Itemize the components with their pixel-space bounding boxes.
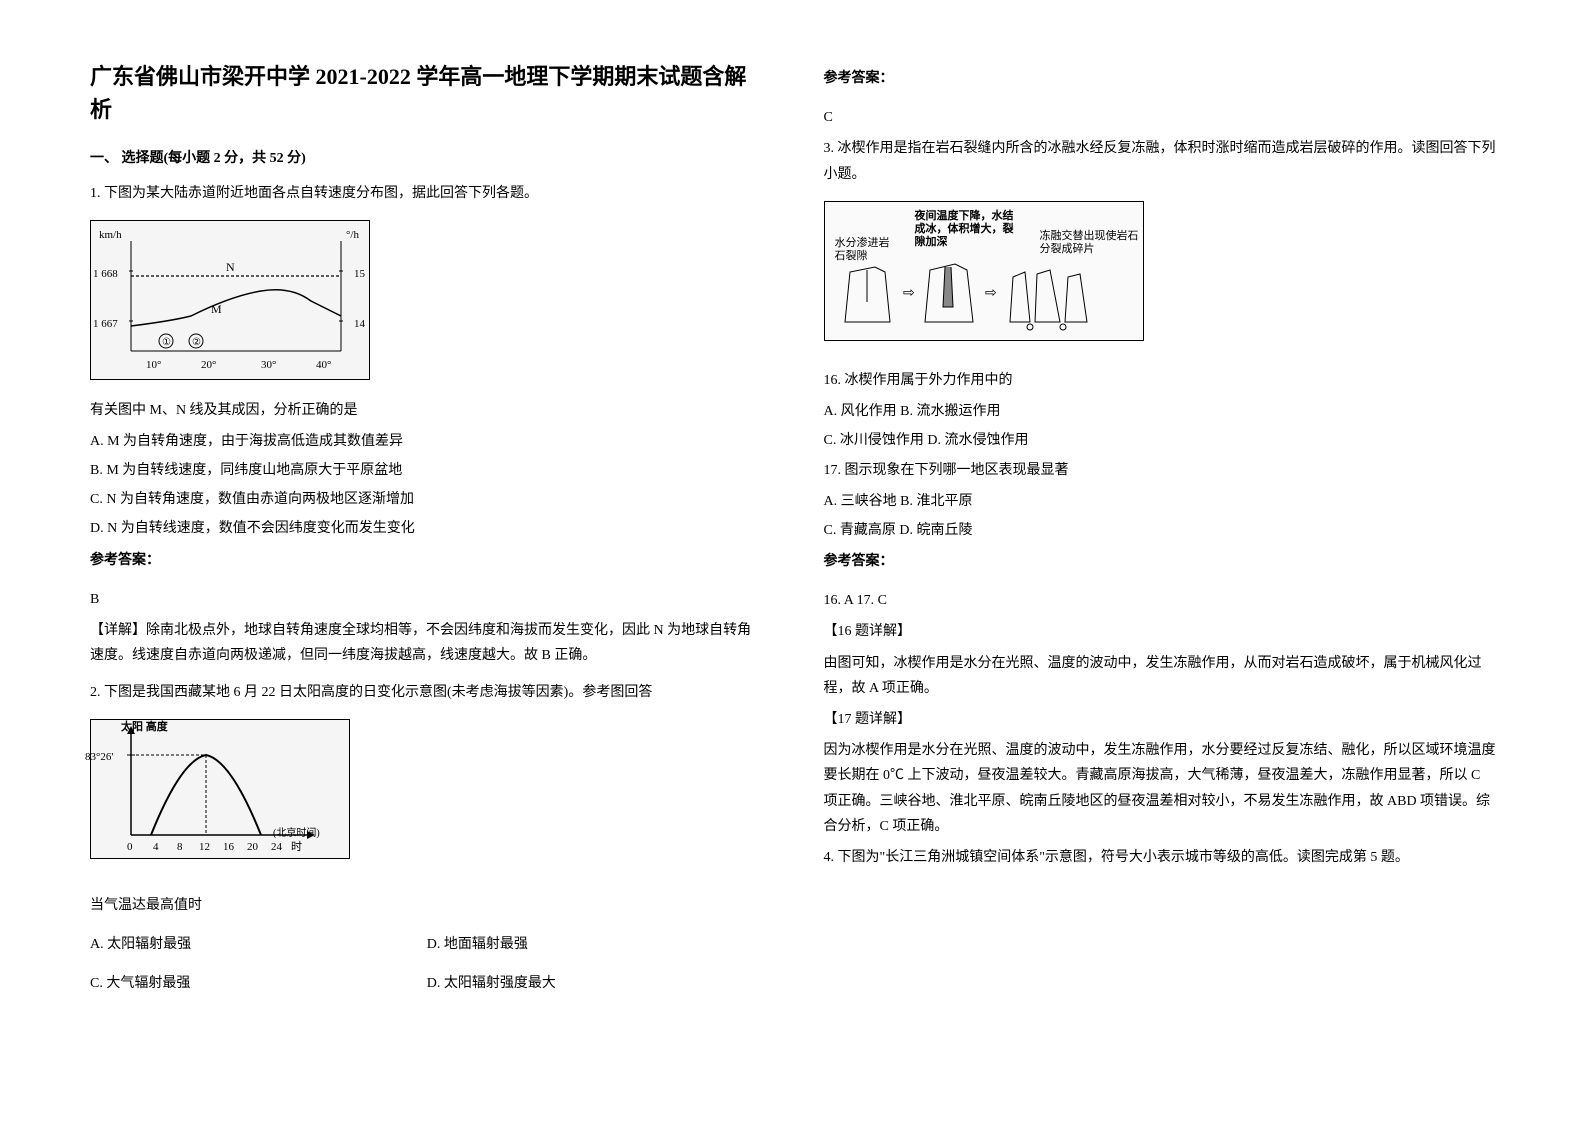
document-title: 广东省佛山市梁开中学 2021-2022 学年高一地理下学期期末试题含解析 xyxy=(90,60,764,126)
q16-opt-cd: C. 冰川侵蚀作用 D. 流水侵蚀作用 xyxy=(824,428,1498,453)
q4-stem: 4. 下图为"长江三角洲城镇空间体系"示意图，符号大小表示城市等级的高低。读图完… xyxy=(824,845,1498,870)
q3-chart: ⇨ ⇨ 水分渗进岩石裂隙 夜间温度下降，水结成冰，体积增大，裂隙加深 冻融交替出… xyxy=(824,201,1144,341)
chart2-ymax: 83°26' xyxy=(85,748,113,768)
section-header: 一、 选择题(每小题 2 分，共 52 分) xyxy=(90,146,764,171)
q2-opt-a: A. 太阳辐射最强 xyxy=(90,932,427,957)
chart2-ylabel: 太阳 高度 xyxy=(121,718,168,738)
chart1-xtick-3: 30° xyxy=(261,356,276,376)
q1-explain: 【详解】除南北极点外，地球自转角速度全球均相等，不会因纬度和海拔而发生变化，因此… xyxy=(90,618,764,668)
q17-opt-ab: A. 三峡谷地 B. 淮北平原 xyxy=(824,489,1498,514)
q1-answer: B xyxy=(90,587,764,612)
chart2-xnote: (北京时间) xyxy=(273,825,320,843)
explain17: 因为冰楔作用是水分在光照、温度的波动中，发生冻融作用，水分要经过反复冻结、融化，… xyxy=(824,738,1498,839)
svg-text:⇨: ⇨ xyxy=(985,286,997,301)
chart1-ylabel-left: km/h xyxy=(99,226,122,246)
chart2-x5: 20 xyxy=(247,838,258,858)
chart1-ylabel-right: °/h xyxy=(346,226,359,246)
q3-stem: 3. 冰楔作用是指在岩石裂缝内所含的冰融水经反复冻融，体积时涨时缩而造成岩层破碎… xyxy=(824,136,1498,186)
q1-stem: 1. 下图为某大陆赤道附近地面各点自转速度分布图，据此回答下列各题。 xyxy=(90,181,764,206)
q16-stem: 16. 冰楔作用属于外力作用中的 xyxy=(824,368,1498,393)
chart2-x3: 12 xyxy=(199,838,210,858)
q2-opt-c: C. 大气辐射最强 xyxy=(90,971,427,996)
svg-text:M: M xyxy=(211,302,222,316)
chart3-label-1: 水分渗进岩石裂隙 xyxy=(835,237,890,263)
q1-answer-label: 参考答案： xyxy=(90,548,764,573)
chart1-ytick-r2: 14 xyxy=(354,315,365,335)
q1-option-b: B. M 为自转线速度，同纬度山地高原大于平原盆地 xyxy=(90,458,764,483)
q17-stem: 17. 图示现象在下列哪一地区表现最显著 xyxy=(824,458,1498,483)
q2-opt-d2: D. 太阳辐射强度最大 xyxy=(427,971,764,996)
q1-option-a: A. M 为自转角速度，由于海拔高低造成其数值差异 xyxy=(90,429,764,454)
q1-sub-stem: 有关图中 M、N 线及其成因，分析正确的是 xyxy=(90,398,764,423)
answer-block-label: 参考答案： xyxy=(824,549,1498,574)
chart3-label-2: 夜间温度下降，水结成冰，体积增大，裂隙加深 xyxy=(915,210,1015,250)
svg-text:⇨: ⇨ xyxy=(903,286,915,301)
answers-1617: 16. A 17. C xyxy=(824,588,1498,613)
chart1-ytick-r1: 15 xyxy=(354,265,365,285)
chart2-x1: 4 xyxy=(153,838,159,858)
right-column: 参考答案： C 3. 冰楔作用是指在岩石裂缝内所含的冰融水经反复冻融，体积时涨时… xyxy=(824,60,1498,1062)
chart2-x2: 8 xyxy=(177,838,183,858)
q2-opt-d1: D. 地面辐射最强 xyxy=(427,932,764,957)
chart1-xtick-2: 20° xyxy=(201,356,216,376)
question-1: 1. 下图为某大陆赤道附近地面各点自转速度分布图，据此回答下列各题。 N M ①… xyxy=(90,181,764,668)
explain16-label: 【16 题详解】 xyxy=(824,619,1498,644)
q1-chart: N M ① ② km/h °/h 1 668 1 667 15 14 10° 2… xyxy=(90,220,370,380)
q2-option-row2: C. 大气辐射最强 D. 太阳辐射强度最大 xyxy=(90,971,764,996)
chart1-xtick-4: 40° xyxy=(316,356,331,376)
chart2-x0: 0 xyxy=(127,838,133,858)
question-2: 2. 下图是我国西藏某地 6 月 22 日太阳高度的日变化示意图(未考虑海拔等因… xyxy=(90,680,764,996)
chart1-ytick-l2: 1 667 xyxy=(93,315,118,335)
chart3-label-3: 冻融交替出现使岩石分裂成碎片 xyxy=(1040,230,1140,256)
q17-opt-cd: C. 青藏高原 D. 皖南丘陵 xyxy=(824,518,1498,543)
svg-text:①: ① xyxy=(162,337,171,348)
explain17-label: 【17 题详解】 xyxy=(824,707,1498,732)
q2-chart: 太阳 高度 83°26' 0 4 8 12 16 20 24 时 (北京时间) xyxy=(90,719,350,859)
col2-answer: C xyxy=(824,105,1498,130)
q1-option-d: D. N 为自转线速度，数值不会因纬度变化而发生变化 xyxy=(90,516,764,541)
chart2-x4: 16 xyxy=(223,838,234,858)
q1-option-c: C. N 为自转角速度，数值由赤道向两极地区逐渐增加 xyxy=(90,487,764,512)
chart1-xtick-1: 10° xyxy=(146,356,161,376)
col2-answer-label: 参考答案： xyxy=(824,66,1498,91)
explain16: 由图可知，冰楔作用是水分在光照、温度的波动中，发生冻融作用，从而对岩石造成破坏，… xyxy=(824,651,1498,701)
q2-sub-stem: 当气温达最高值时 xyxy=(90,893,764,918)
svg-text:②: ② xyxy=(192,337,201,348)
left-column: 广东省佛山市梁开中学 2021-2022 学年高一地理下学期期末试题含解析 一、… xyxy=(90,60,764,1062)
q2-option-row1: A. 太阳辐射最强 D. 地面辐射最强 xyxy=(90,932,764,957)
q16-opt-ab: A. 风化作用 B. 流水搬运作用 xyxy=(824,399,1498,424)
chart1-ytick-l1: 1 668 xyxy=(93,265,118,285)
svg-text:N: N xyxy=(226,260,235,274)
q2-stem: 2. 下图是我国西藏某地 6 月 22 日太阳高度的日变化示意图(未考虑海拔等因… xyxy=(90,680,764,705)
